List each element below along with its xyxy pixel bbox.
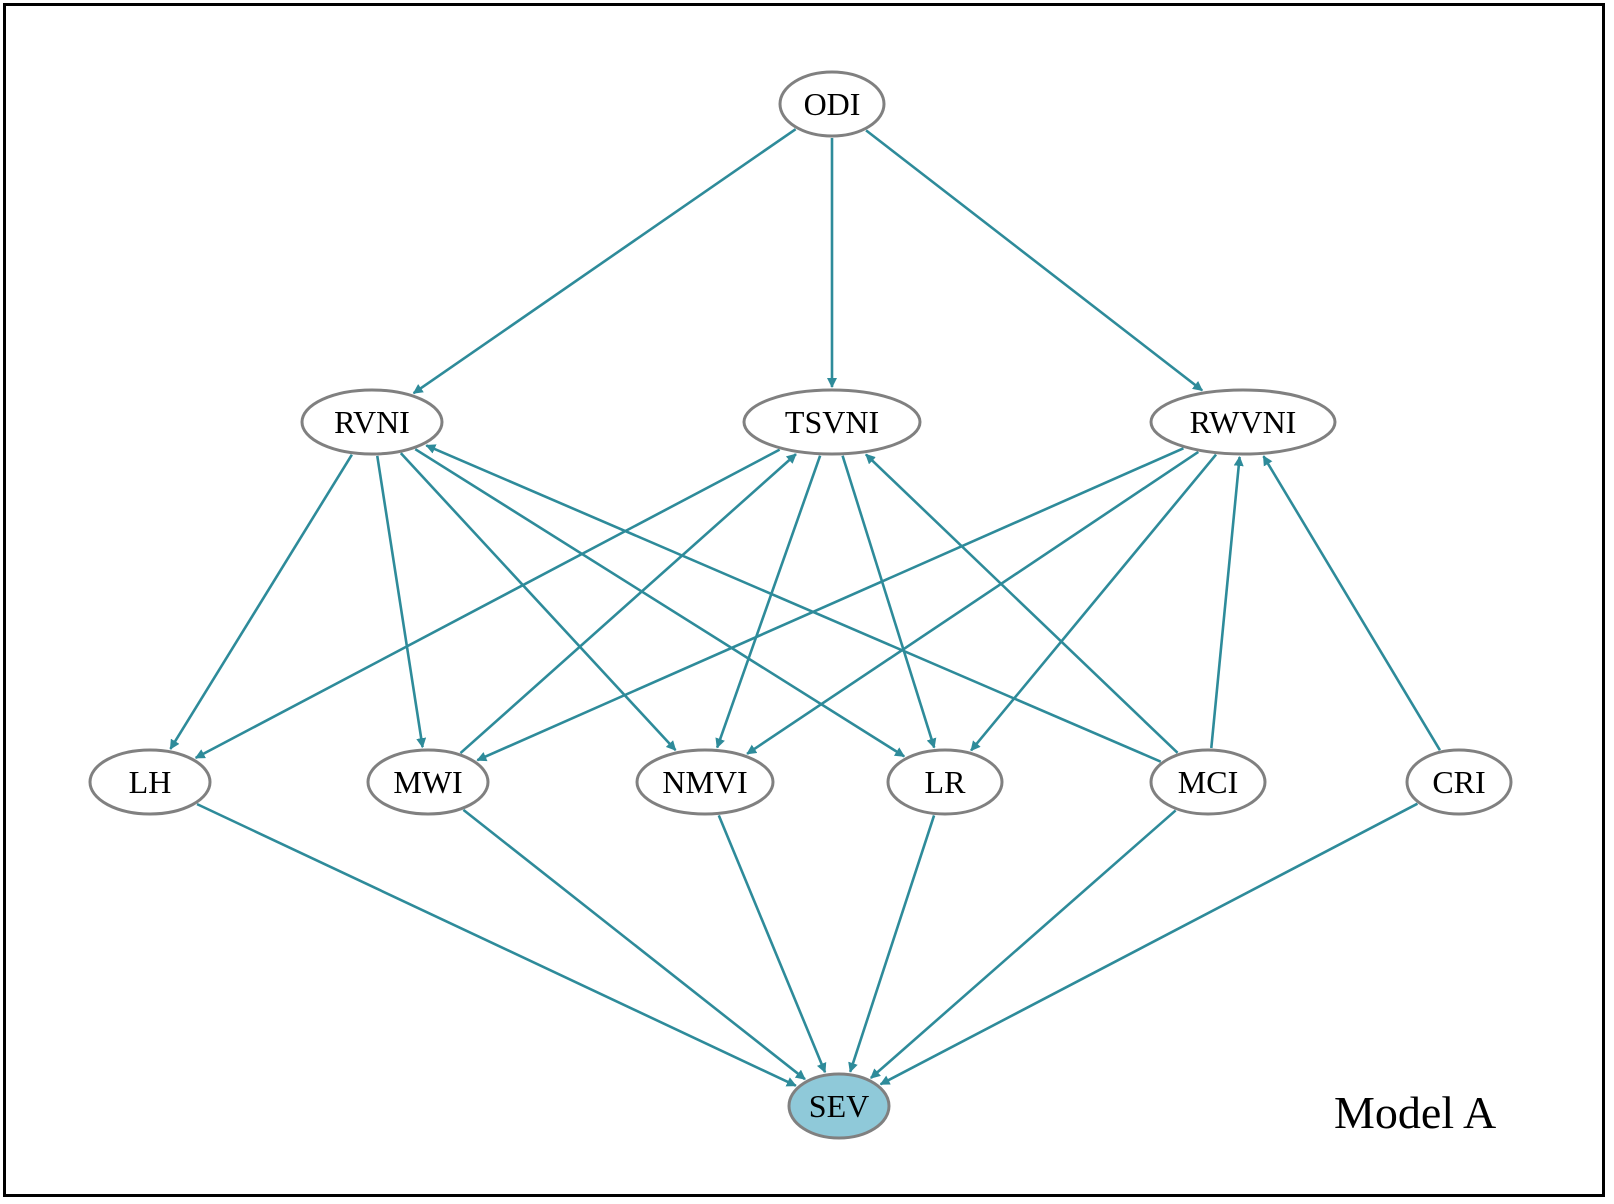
edge-rwvni-to-mwi bbox=[476, 447, 1184, 762]
node-ellipse-nmvi bbox=[635, 748, 775, 816]
node-tsvni: TSVNI bbox=[742, 388, 922, 456]
node-ellipse-sev bbox=[787, 1072, 891, 1140]
node-cri: CRI bbox=[1405, 748, 1513, 816]
node-sev: SEV bbox=[787, 1072, 891, 1140]
edge-rwvni-to-lr bbox=[970, 453, 1218, 752]
edge-mci-to-tsvni bbox=[865, 453, 1179, 754]
node-ellipse-mwi bbox=[366, 748, 490, 816]
node-ellipse-lh bbox=[88, 748, 212, 816]
node-ellipse-odi bbox=[778, 70, 886, 138]
edge-tsvni-to-lr bbox=[841, 455, 937, 749]
node-rwvni: RWVNI bbox=[1149, 388, 1337, 456]
nodes-layer: ODI RVNI TSVNI RWVNI LH MWI NMVI LR MCI CRI SEV bbox=[88, 70, 1513, 1140]
node-mci: MCI bbox=[1149, 748, 1267, 816]
node-label-sev: SEV bbox=[809, 1088, 869, 1124]
edge-lr-to-sev bbox=[848, 815, 936, 1073]
edge-mci-to-rvni bbox=[425, 444, 1162, 763]
edge-rvni-to-lh bbox=[169, 453, 353, 750]
node-label-lr: LR bbox=[925, 764, 967, 800]
model-label: Model A bbox=[1334, 1087, 1497, 1138]
edge-tsvni-to-lh bbox=[194, 448, 781, 760]
node-lh: LH bbox=[88, 748, 212, 816]
node-lr: LR bbox=[886, 748, 1004, 816]
edges-layer bbox=[169, 128, 1442, 1087]
node-ellipse-lr bbox=[886, 748, 1004, 816]
edge-mci-to-rwvni bbox=[1210, 455, 1244, 749]
node-mwi: MWI bbox=[366, 748, 490, 816]
node-label-cri: CRI bbox=[1432, 764, 1485, 800]
edge-odi-to-rwvni bbox=[865, 129, 1203, 392]
node-label-rvni: RVNI bbox=[334, 404, 410, 440]
edge-mwi-to-sev bbox=[462, 808, 806, 1081]
diagram-frame bbox=[3, 3, 1605, 1197]
node-label-nmvi: NMVI bbox=[662, 764, 747, 800]
node-ellipse-tsvni bbox=[742, 388, 922, 456]
node-rvni: RVNI bbox=[300, 388, 444, 456]
node-label-tsvni: TSVNI bbox=[785, 404, 879, 440]
node-ellipse-rvni bbox=[300, 388, 444, 456]
edge-lh-to-sev bbox=[196, 802, 797, 1087]
node-ellipse-rwvni bbox=[1149, 388, 1337, 456]
node-nmvi: NMVI bbox=[635, 748, 775, 816]
edge-mci-to-sev bbox=[869, 809, 1177, 1080]
edge-nmvi-to-sev bbox=[717, 814, 827, 1074]
edge-rvni-to-nmvi bbox=[399, 452, 677, 752]
node-label-lh: LH bbox=[129, 764, 172, 800]
edge-odi-to-rvni bbox=[412, 128, 797, 395]
node-label-mwi: MWI bbox=[393, 764, 462, 800]
edge-mwi-to-tsvni bbox=[459, 453, 797, 755]
edge-cri-to-rwvni bbox=[1262, 455, 1442, 751]
edge-rvni-to-mwi bbox=[375, 455, 427, 749]
node-ellipse-mci bbox=[1149, 748, 1267, 816]
edge-cri-to-sev bbox=[879, 802, 1419, 1086]
node-odi: ODI bbox=[778, 70, 886, 138]
node-label-rwvni: RWVNI bbox=[1190, 404, 1297, 440]
node-label-mci: MCI bbox=[1178, 764, 1238, 800]
edge-rwvni-to-nmvi bbox=[746, 450, 1200, 755]
node-ellipse-cri bbox=[1405, 748, 1513, 816]
edge-rvni-to-lr bbox=[414, 448, 906, 758]
node-label-odi: ODI bbox=[804, 86, 861, 122]
edge-tsvni-to-nmvi bbox=[715, 455, 822, 749]
